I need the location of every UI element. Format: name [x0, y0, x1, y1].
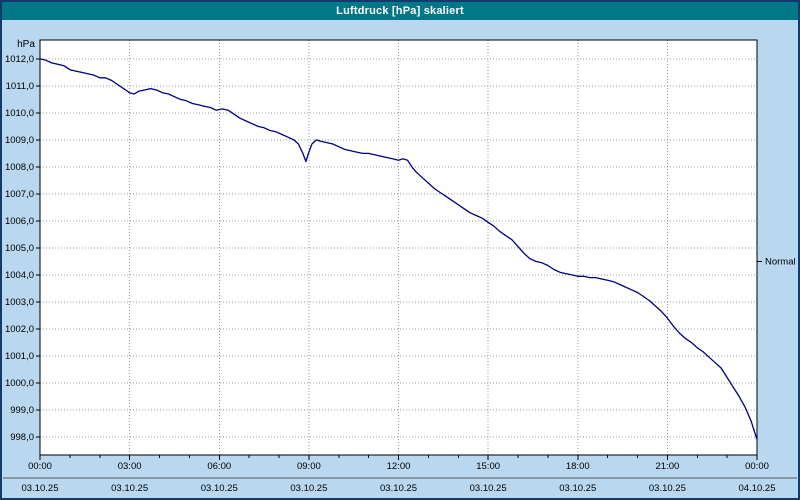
- x-time-label: 03:00: [118, 461, 142, 472]
- pressure-line: [39, 58, 758, 441]
- chart-title: Luftdruck [hPa] skaliert: [336, 5, 464, 17]
- x-time-label: 00:00: [745, 461, 769, 472]
- x-time-label: 18:00: [566, 461, 590, 472]
- x-time-label: 15:00: [476, 461, 500, 472]
- y-tick-label: 1010,0: [5, 108, 34, 119]
- y-tick-label: 1011,0: [6, 81, 34, 92]
- x-time-label: 21:00: [655, 461, 679, 472]
- y-tick-label: 1008,0: [5, 162, 34, 173]
- x-date-label: 03.10.25: [22, 483, 59, 494]
- y-axis-title: hPa: [17, 39, 35, 50]
- x-time-label: 00:00: [28, 461, 52, 472]
- y-tick-label: 1001,0: [5, 351, 34, 362]
- x-date-label: 03.10.25: [559, 483, 596, 494]
- y-tick-label: 1004,0: [5, 270, 34, 281]
- y-tick-label: 1003,0: [5, 297, 34, 308]
- x-time-label: 12:00: [387, 461, 411, 472]
- x-time-label: 06:00: [207, 461, 231, 472]
- y-tick-label: 999,0: [10, 405, 34, 416]
- y-tick-label: 1007,0: [5, 189, 34, 200]
- x-date-label: 04.10.25: [739, 483, 776, 494]
- x-date-label: 03.10.25: [111, 483, 148, 494]
- y-tick-label: 998,0: [10, 432, 34, 443]
- y-tick-label: 1006,0: [5, 216, 34, 227]
- y-tick-label: 1000,0: [5, 378, 34, 389]
- x-time-label: 09:00: [297, 461, 321, 472]
- y-tick-label: 1012,0: [5, 54, 34, 65]
- x-date-label: 03.10.25: [290, 483, 327, 494]
- x-date-label: 03.10.25: [201, 483, 238, 494]
- x-date-label: 03.10.25: [649, 483, 686, 494]
- normal-marker-label: Normal: [765, 256, 796, 267]
- titlebar: Luftdruck [hPa] skaliert: [2, 2, 798, 20]
- y-tick-label: 1005,0: [5, 243, 34, 254]
- plot-border: [39, 39, 758, 456]
- x-date-label: 03.10.25: [470, 483, 507, 494]
- y-tick-label: 1009,0: [5, 135, 34, 146]
- y-tick-label: 1002,0: [5, 324, 34, 335]
- x-date-label: 03.10.25: [380, 483, 417, 494]
